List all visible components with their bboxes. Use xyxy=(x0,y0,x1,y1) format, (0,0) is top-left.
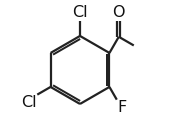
Text: Cl: Cl xyxy=(21,95,37,110)
Text: O: O xyxy=(113,5,125,20)
Text: Cl: Cl xyxy=(72,5,88,20)
Text: F: F xyxy=(118,100,127,115)
